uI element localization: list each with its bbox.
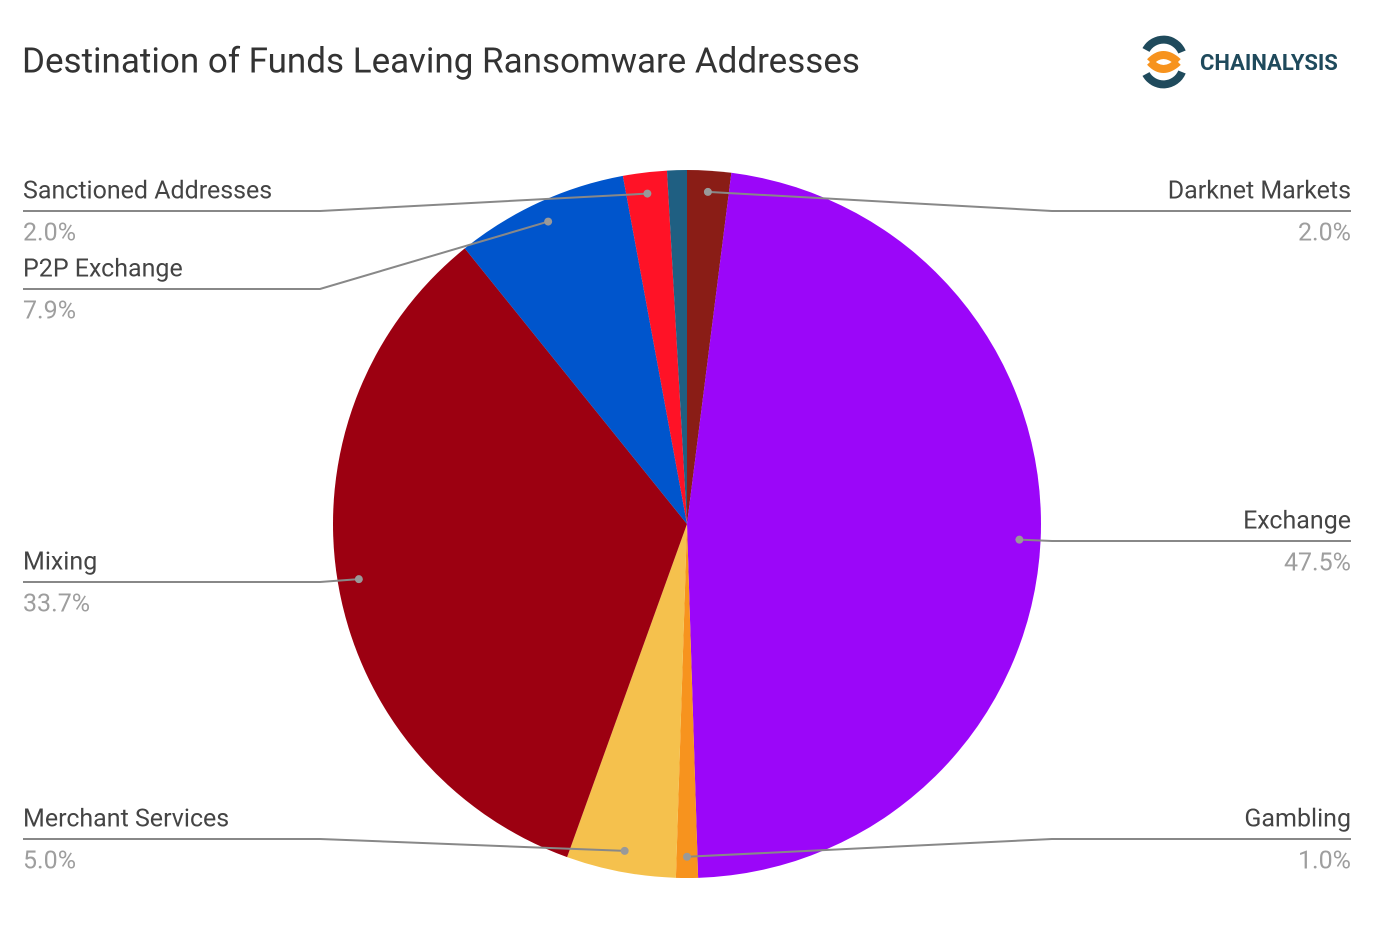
leader-line xyxy=(686,838,1351,858)
leader-dot xyxy=(683,852,691,861)
slice-value: 2.0% xyxy=(1298,219,1351,248)
slice-label: P2P Exchange xyxy=(23,255,183,284)
pie-slice xyxy=(675,524,699,878)
pie-slice xyxy=(332,248,687,858)
leader-line xyxy=(1019,538,1351,542)
slice-label: Sanctioned Addresses xyxy=(23,177,272,206)
pie-slice xyxy=(666,170,687,524)
pie-slice xyxy=(567,524,687,878)
pie-slice xyxy=(687,172,1041,878)
leader-dot xyxy=(544,217,553,226)
slice-value: 2.0% xyxy=(23,219,76,248)
logo-icon xyxy=(1142,35,1186,89)
slice-value: 1.0% xyxy=(1298,847,1351,876)
leader-line xyxy=(23,578,359,583)
leader-line xyxy=(707,190,1351,212)
logo-text: CHAINALYSIS xyxy=(1200,51,1338,76)
leader-dot xyxy=(1015,535,1024,544)
leader-line xyxy=(23,220,549,290)
pie-slice xyxy=(687,170,732,524)
slice-label: Gambling xyxy=(1244,805,1351,834)
slice-value: 47.5% xyxy=(1284,549,1351,578)
slice-value: 33.7% xyxy=(23,590,90,619)
slice-label: Darknet Markets xyxy=(1168,177,1351,206)
pie-slice xyxy=(464,175,687,524)
leader-dot xyxy=(703,187,712,196)
leader-line xyxy=(23,192,648,212)
pie-slice xyxy=(622,170,687,524)
slice-value: 7.9% xyxy=(23,297,76,326)
slice-label: Merchant Services xyxy=(23,805,229,834)
leader-dot xyxy=(643,189,652,198)
slice-label: Exchange xyxy=(1243,507,1351,536)
leader-line xyxy=(23,838,625,852)
leader-dot xyxy=(620,846,629,855)
chart-title: Destination of Funds Leaving Ransomware … xyxy=(22,40,860,81)
slice-label: Mixing xyxy=(23,548,97,577)
slice-value: 5.0% xyxy=(23,847,76,876)
leader-dot xyxy=(354,575,363,584)
